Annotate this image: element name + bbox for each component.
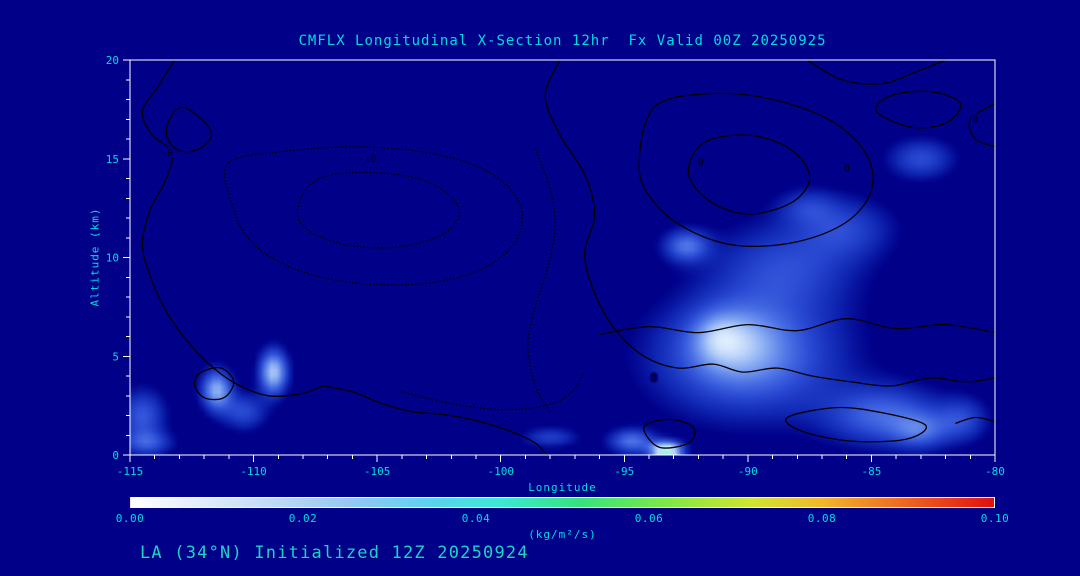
x-axis-tick-label: -105	[364, 465, 391, 478]
colorbar-unit-label: (kg/m²/s)	[528, 528, 597, 541]
colorbar-tick-label: 0.00	[115, 512, 145, 525]
x-axis-tick-label: -90	[738, 465, 758, 478]
init-time-label: LA (34°N) Initialized 12Z 20250924	[140, 543, 529, 563]
colorbar-tick-label: 0.04	[461, 512, 491, 525]
x-axis-tick-label: -80	[985, 465, 1005, 478]
x-axis-tick-label: -85	[861, 465, 881, 478]
colorbar-tick-label: 0.08	[807, 512, 837, 525]
y-axis-tick-label: 5	[112, 350, 119, 363]
x-axis-tick-label: -110	[240, 465, 267, 478]
colorbar-tick-labels: 0.00 0.02 0.04 0.06 0.08 0.10	[116, 512, 1009, 526]
x-axis-title: Longitude	[528, 481, 597, 494]
x-axis-tick-label: -100	[487, 465, 514, 478]
y-axis-tick-label: 0	[112, 449, 119, 462]
x-axis-tick-label: -95	[614, 465, 634, 478]
y-axis-tick-label: 15	[106, 153, 119, 166]
colorbar-tick-label: 0.10	[980, 512, 1010, 525]
colorbar-tick-label: 0.06	[634, 512, 664, 525]
colorbar-tick-label: 0.02	[288, 512, 318, 525]
heatmap-fill-layer	[130, 60, 995, 455]
y-axis-title: Altitude (km)	[88, 207, 102, 307]
chart-title: CMFLX Longitudinal X-Section 12hr Fx Val…	[298, 33, 827, 49]
x-axis-tick-label: -115	[117, 465, 144, 478]
colorbar	[130, 497, 995, 508]
y-axis-tick-label: 10	[106, 252, 119, 265]
y-axis-tick-label: 20	[106, 54, 119, 67]
